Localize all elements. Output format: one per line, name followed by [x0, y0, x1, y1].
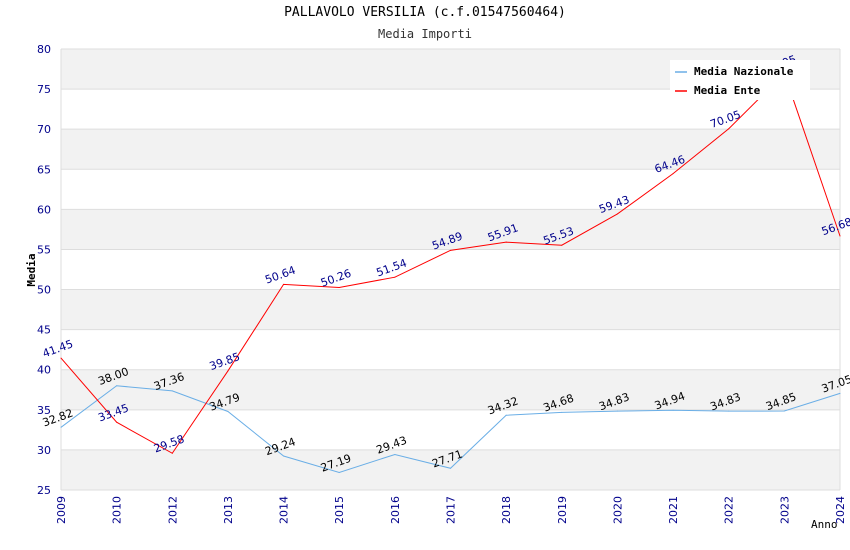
data-point: [116, 385, 118, 387]
x-tick-label: 2017: [445, 496, 458, 524]
data-point: [450, 467, 451, 469]
legend-label-media-nazionale: Media Nazionale: [694, 65, 794, 78]
x-axis-ticks: 2009 2010 2012 2013 2014 2015 2016 2017 2018 2019…: [55, 496, 847, 524]
x-tick-label: 2014: [278, 496, 291, 524]
y-tick-label: 30: [37, 444, 51, 457]
y-tick-label: 25: [37, 484, 51, 497]
x-tick-label: 2021: [667, 496, 680, 524]
y-axis-ticks: 25 30 35 40 45 50 55 60 65 70 75 80: [37, 43, 51, 497]
background-band: [61, 369, 840, 410]
legend: Media Nazionale Media Ente: [670, 60, 810, 100]
y-axis-label: Media: [25, 253, 38, 286]
y-tick-label: 55: [37, 243, 51, 256]
grid-lines: [60, 48, 841, 491]
chart-subtitle: Media Importi: [378, 27, 472, 41]
data-point: [338, 286, 340, 288]
background-band: [61, 249, 840, 290]
data-point: [450, 249, 451, 251]
x-tick-label: 2019: [556, 496, 569, 524]
background-band: [61, 169, 840, 210]
x-tick-label: 2020: [611, 496, 624, 524]
y-tick-label: 60: [37, 203, 51, 216]
data-point: [227, 411, 229, 413]
background-band: [61, 449, 840, 490]
y-tick-label: 45: [37, 324, 51, 337]
data-point: [60, 426, 62, 428]
y-tick-label: 75: [37, 83, 51, 96]
data-point: [505, 414, 507, 416]
x-tick-label: 2024: [834, 496, 847, 524]
data-point: [394, 276, 396, 278]
data-point: [171, 452, 173, 454]
data-point: [283, 283, 285, 285]
x-tick-label: 2010: [111, 496, 124, 524]
data-point: [561, 411, 563, 413]
y-tick-label: 50: [37, 284, 51, 297]
x-tick-label: 2012: [166, 496, 179, 524]
data-point: [505, 241, 507, 243]
chart-title: PALLAVOLO VERSILIA (c.f.01547560464): [284, 5, 566, 20]
x-tick-label: 2013: [222, 496, 235, 524]
x-tick-label: 2018: [500, 496, 513, 524]
y-tick-label: 80: [37, 43, 51, 56]
data-point: [616, 213, 618, 215]
series-group: [60, 72, 841, 473]
y-tick-label: 65: [37, 163, 51, 176]
x-tick-label: 2015: [333, 496, 346, 524]
data-point: [394, 453, 396, 455]
data-point: [338, 471, 340, 473]
data-point: [561, 244, 563, 246]
x-tick-label: 2016: [389, 496, 402, 524]
background-band: [61, 209, 840, 250]
data-point: [227, 370, 229, 372]
background-band: [61, 409, 840, 450]
data-point: [283, 455, 285, 457]
background-band: [61, 129, 840, 170]
y-tick-label: 70: [37, 123, 51, 136]
data-point: [839, 235, 841, 237]
legend-box: [670, 60, 810, 100]
data-point: [728, 128, 730, 130]
background-band: [61, 329, 840, 370]
legend-label-media-ente: Media Ente: [694, 84, 761, 97]
data-point: [728, 410, 730, 412]
data-point: [839, 392, 841, 394]
data-point: [616, 410, 618, 412]
background-band: [61, 289, 840, 330]
data-point: [783, 410, 785, 412]
background-bands: [61, 49, 840, 490]
data-point: [116, 421, 118, 423]
x-tick-label: 2022: [723, 496, 736, 524]
data-point: [672, 409, 674, 411]
y-tick-label: 35: [37, 404, 51, 417]
y-tick-label: 40: [37, 364, 51, 377]
x-tick-label: 2023: [778, 496, 791, 524]
x-axis-label: Anno: [811, 518, 838, 531]
data-point: [672, 173, 674, 175]
x-tick-label: 2009: [55, 496, 68, 524]
data-point: [171, 390, 173, 392]
data-point: [60, 357, 62, 359]
